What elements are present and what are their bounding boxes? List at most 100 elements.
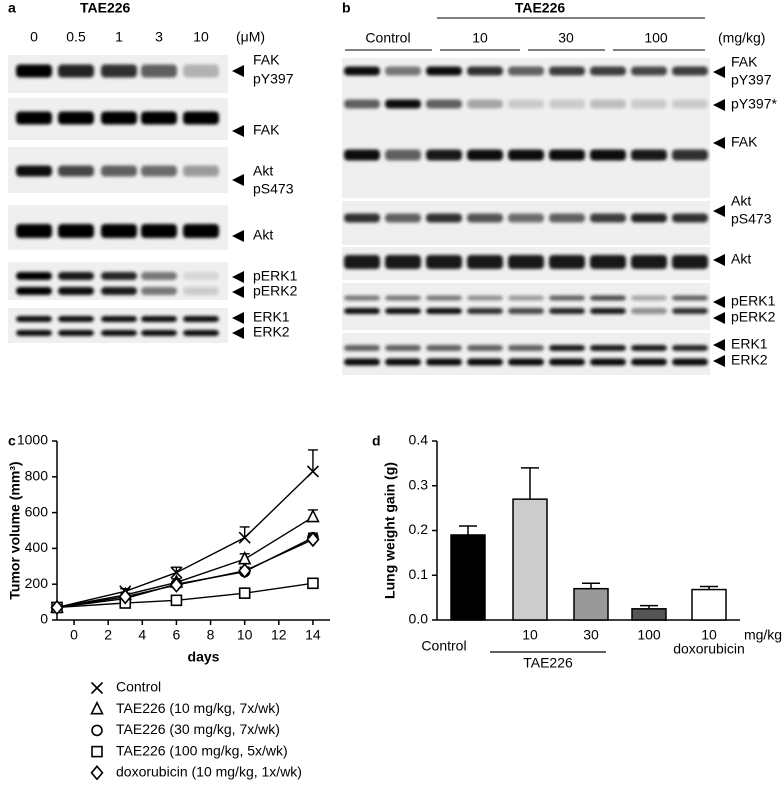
blot-band	[549, 255, 585, 269]
blot-band	[590, 308, 626, 314]
error-bar	[521, 467, 539, 500]
blot-background	[342, 333, 710, 375]
blot-band	[344, 99, 380, 109]
blot-band	[549, 345, 585, 351]
y-tick-label: 0.1	[409, 566, 429, 582]
marker	[238, 531, 251, 544]
marker	[169, 577, 183, 593]
blot-band	[58, 64, 94, 78]
blot-band	[467, 213, 503, 223]
x-tick-label: 10	[237, 627, 253, 643]
blot-band	[183, 316, 219, 322]
arrow	[713, 66, 725, 78]
x-tick-label: 14	[305, 627, 321, 643]
legend-marker	[90, 700, 104, 715]
blot-band	[101, 316, 137, 322]
protein-label: Akt	[731, 251, 751, 267]
y-tick-label: 1000	[17, 432, 48, 448]
y-tick-label: 0	[40, 611, 48, 627]
arrow	[713, 137, 725, 149]
blot-band	[426, 358, 462, 366]
protein-label: pY397	[731, 72, 772, 88]
group-label: Control	[365, 30, 410, 46]
blot-band	[385, 149, 421, 161]
series-line	[56, 582, 314, 609]
blot-band	[590, 66, 626, 76]
blot-band	[590, 295, 626, 301]
legend-marker	[91, 745, 103, 758]
panel-title: TAE226	[80, 0, 131, 16]
panel-label: c	[8, 433, 16, 449]
blot-band	[508, 345, 544, 351]
blot-band	[467, 66, 503, 76]
blot-band	[385, 213, 421, 223]
blot-band	[549, 295, 585, 301]
protein-label: Akt	[731, 193, 751, 209]
x-tick-label: 6	[173, 627, 181, 643]
marker	[307, 577, 319, 590]
blot-band	[590, 149, 626, 161]
blot-band	[16, 111, 52, 125]
y-tick-label: 0.2	[409, 521, 429, 537]
marker	[170, 566, 183, 579]
blot-band	[101, 165, 137, 177]
blot-band	[549, 66, 585, 76]
arrow	[713, 355, 725, 367]
blot-band	[508, 255, 544, 269]
legend-label: doxorubicin (10 mg/kg, 1x/wk)	[116, 764, 302, 780]
blot-band	[631, 255, 667, 269]
blot-band	[549, 149, 585, 161]
blot-band	[16, 224, 52, 238]
blot-band	[426, 213, 462, 223]
blot-band	[344, 295, 380, 301]
arrow	[713, 205, 725, 217]
lane-label: 0.5	[66, 29, 86, 45]
panel-label: b	[342, 0, 351, 16]
blot-band	[631, 308, 667, 314]
lane-label: 10	[193, 29, 209, 45]
blot-band	[590, 358, 626, 366]
blot-band	[549, 358, 585, 366]
blot-band	[426, 66, 462, 76]
blot-background	[342, 128, 710, 198]
blot-band	[385, 345, 421, 351]
blot-band	[549, 308, 585, 314]
marker	[238, 563, 252, 579]
blot-band	[101, 111, 137, 125]
blot-band	[344, 345, 380, 351]
blot-band	[508, 99, 544, 109]
x-axis-label: days	[188, 649, 220, 665]
blot-band	[672, 255, 708, 269]
lane-label: 0	[30, 29, 38, 45]
blot-band	[631, 213, 667, 223]
panel-title: TAE226	[515, 0, 566, 16]
blot-band	[508, 213, 544, 223]
blot-band	[672, 345, 708, 351]
x-tick-label: 8	[207, 627, 215, 643]
blot-band	[385, 308, 421, 314]
series-line	[56, 537, 314, 609]
x-tick-label: 0	[70, 627, 78, 643]
blot-band	[344, 255, 380, 269]
group-label: 30	[558, 30, 574, 46]
blot-band	[16, 287, 52, 295]
arrow	[232, 174, 244, 186]
blot-band	[385, 66, 421, 76]
blot-band	[467, 308, 503, 314]
blot-band	[590, 345, 626, 351]
group-label: 10	[472, 30, 488, 46]
group-label: 100	[644, 30, 668, 46]
blot-band	[141, 316, 177, 322]
y-tick-label: 200	[25, 575, 49, 591]
blot-band	[467, 149, 503, 161]
marker	[170, 594, 183, 607]
legend-label: Control	[116, 679, 161, 695]
blot-band	[344, 66, 380, 76]
protein-label: Akt	[253, 227, 273, 243]
blot-band	[508, 66, 544, 76]
panel-label: a	[8, 0, 16, 16]
blot-band	[183, 111, 219, 125]
blot-band	[141, 64, 177, 78]
arrow	[232, 65, 244, 77]
